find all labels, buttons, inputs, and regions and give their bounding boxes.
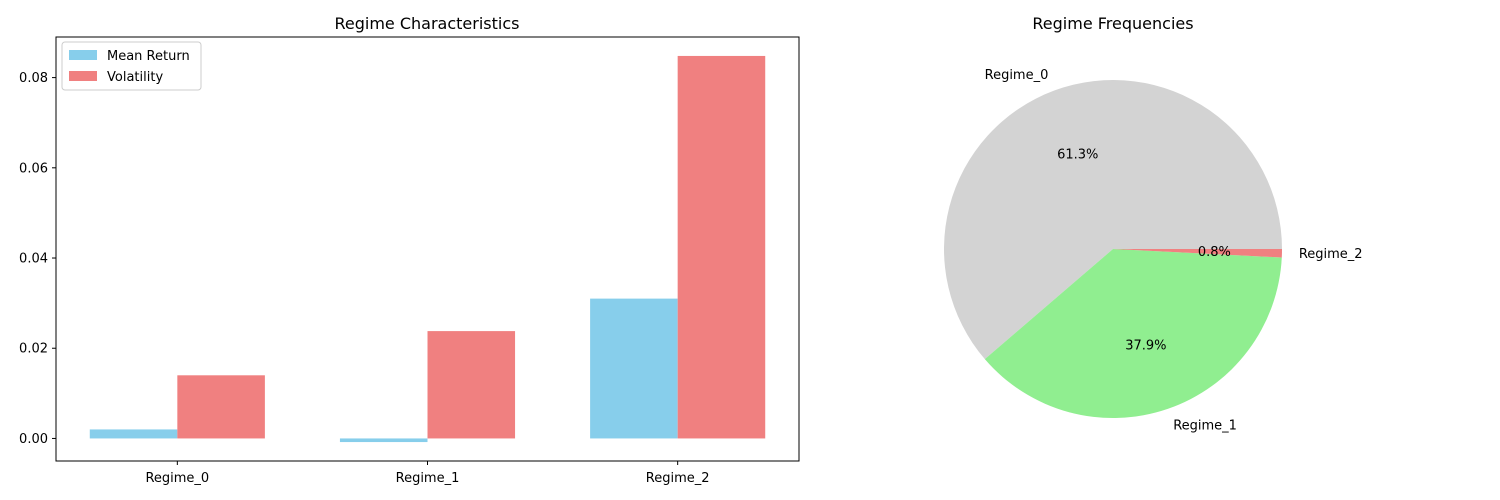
- pie-pct-regime-0: 61.3%: [1057, 147, 1098, 162]
- legend-label-volatility: Volatility: [107, 70, 163, 85]
- pie-marks: Regime_0 61.3% Regime_1 37.9% Regime_2 0.8%: [944, 68, 1363, 433]
- x-tick-label: Regime_0: [145, 471, 209, 486]
- y-tick-label: 0.02: [19, 342, 48, 357]
- bar-mean-return-regime-2: [590, 298, 678, 439]
- pie-slice-regime-1: [984, 249, 1282, 418]
- plot-frame: [55, 36, 800, 462]
- pie-chart: Regime Frequencies Regime_0 61.3% Regime_1…: [944, 14, 1363, 433]
- bar-chart-title: Regime Characteristics: [335, 14, 520, 33]
- bar-mean-return-regime-0: [89, 429, 178, 439]
- y-tick-label: 0.08: [19, 71, 48, 86]
- legend-label-mean-return: Mean Return: [107, 49, 190, 64]
- legend: Mean Return Volatility: [61, 41, 202, 91]
- bar-marks: [89, 55, 766, 443]
- y-axis: 0.00 0.02 0.04 0.06 0.08: [19, 71, 56, 447]
- legend-swatch-volatility: [69, 71, 97, 81]
- pie-pct-regime-1: 37.9%: [1125, 338, 1166, 353]
- y-tick-label: 0.06: [19, 161, 48, 176]
- pie-slice-regime-2: [1113, 249, 1282, 258]
- pie-pct-regime-2: 0.8%: [1198, 245, 1231, 260]
- pie-chart-title: Regime Frequencies: [1032, 14, 1193, 33]
- bar-mean-return-regime-1: [339, 438, 428, 443]
- x-tick-label: Regime_1: [396, 471, 460, 486]
- pie-label-regime-1: Regime_1: [1173, 418, 1237, 433]
- bar-volatility-regime-2: [677, 55, 766, 439]
- pie-label-regime-2: Regime_2: [1299, 247, 1363, 262]
- y-tick-label: 0.00: [19, 432, 48, 447]
- y-tick-label: 0.04: [19, 252, 48, 267]
- x-tick-label: Regime_2: [646, 471, 710, 486]
- legend-swatch-mean-return: [69, 50, 97, 60]
- bar-volatility-regime-0: [177, 375, 265, 439]
- x-axis: Regime_0 Regime_1 Regime_2: [145, 461, 710, 486]
- pie-slice-regime-0: [944, 79, 1282, 360]
- pie-label-regime-0: Regime_0: [985, 68, 1049, 83]
- bar-chart: Regime Characteristics 0.000.020.040.060…: [19, 14, 800, 486]
- bar-volatility-regime-1: [427, 331, 516, 439]
